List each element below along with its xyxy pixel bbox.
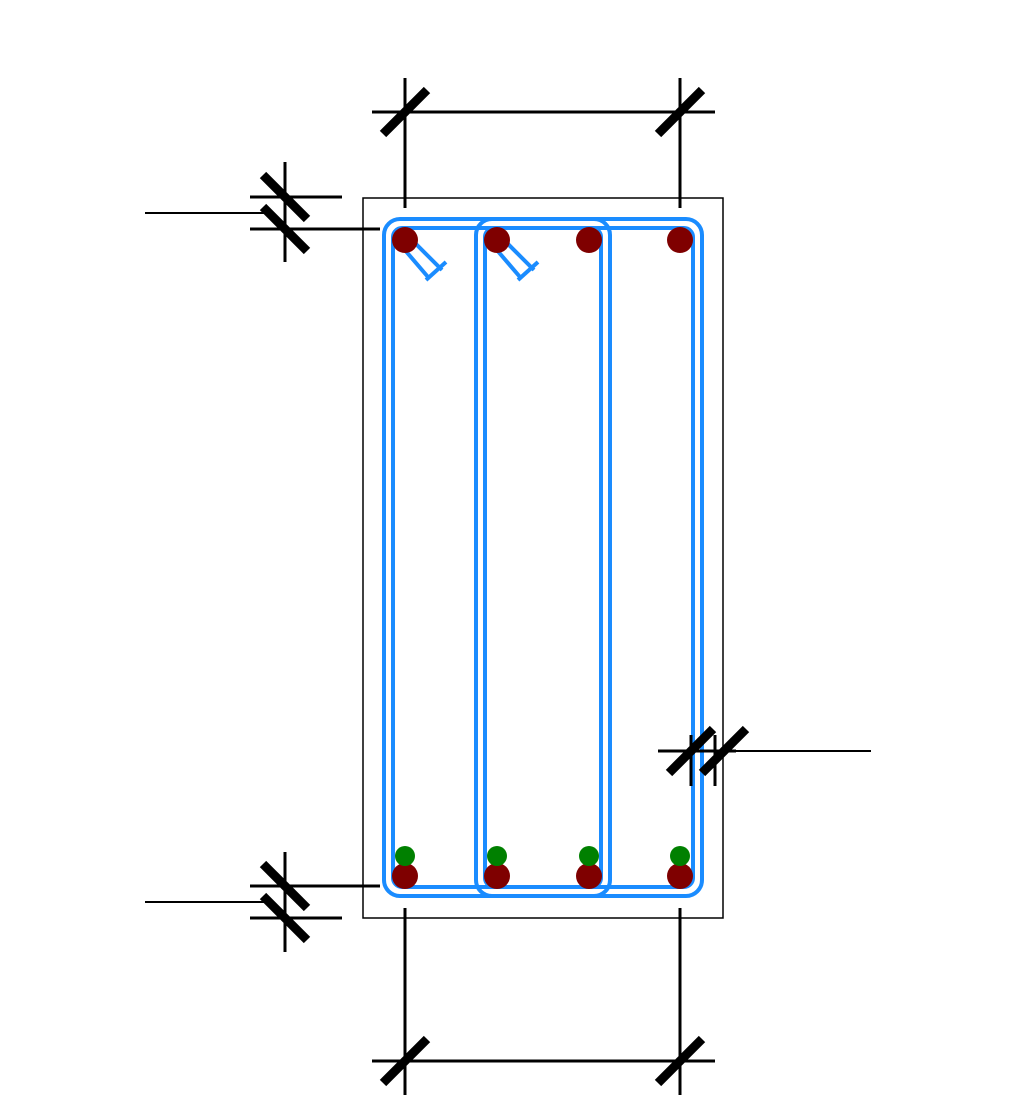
bottom-secondary-bar [670, 846, 690, 866]
dimension-ticks [259, 86, 750, 1087]
outer-stirrup-outer-line [382, 217, 704, 898]
top-bars [392, 227, 693, 253]
bottom-secondary-bar [395, 846, 415, 866]
tick-side-cover-inner [665, 725, 717, 777]
concrete-outline [362, 197, 724, 919]
tick-top-right [654, 86, 706, 138]
tick-top-cover-outer [259, 171, 311, 223]
bottom-secondary-bar [579, 846, 599, 866]
stirrup-group [382, 217, 704, 898]
inner-stirrup-inner-line [483, 226, 603, 889]
tick-side-cover-outer [698, 725, 750, 777]
tick-top-cover-inner [259, 203, 311, 255]
bottom-main-bar [576, 863, 602, 889]
inner-stirrup-outer-line [474, 217, 612, 898]
tick-bottom-cover-outer [259, 892, 311, 944]
outer-stirrup-inner-line [391, 226, 695, 889]
top-bar [667, 227, 693, 253]
top-bar [392, 227, 418, 253]
top-bar [576, 227, 602, 253]
bottom-main-bar [392, 863, 418, 889]
tick-bottom-left [379, 1035, 431, 1087]
bottom-secondary-bars [395, 846, 690, 866]
bottom-secondary-bar [487, 846, 507, 866]
tick-bottom-right [654, 1035, 706, 1087]
bottom-main-bar [667, 863, 693, 889]
top-bar [484, 227, 510, 253]
tick-bottom-cover-inner [259, 860, 311, 912]
dimension-lines [145, 78, 871, 1095]
tick-top-left [379, 86, 431, 138]
bottom-main-bars [392, 863, 693, 889]
bottom-main-bar [484, 863, 510, 889]
